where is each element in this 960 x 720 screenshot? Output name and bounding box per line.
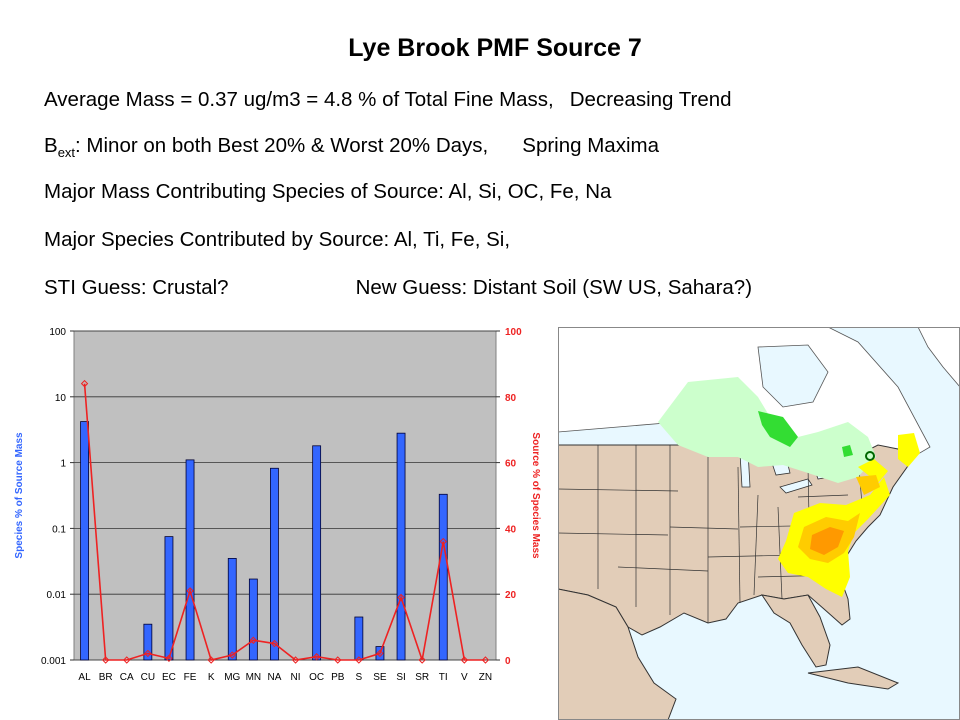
category-label: FE [184, 672, 197, 683]
category-label: SE [373, 672, 387, 683]
category-label: S [356, 672, 363, 683]
lake-erie [779, 478, 813, 494]
trend-text: Decreasing Trend [569, 88, 732, 111]
line-marker-pb [334, 656, 342, 664]
left-axis-tick-label: 100 [49, 327, 66, 338]
right-axis-tick-label: 40 [505, 524, 517, 535]
left-axis-tick-label: 0.1 [52, 524, 66, 535]
line-marker-ca [123, 656, 131, 664]
bext-text: : Minor on both Best 20% & Worst 20% Day… [75, 134, 489, 157]
category-label: K [208, 672, 215, 683]
category-label: MG [224, 672, 240, 683]
left-axis-tick-label: 0.001 [41, 656, 66, 667]
line-marker-se [376, 649, 384, 658]
bar-na [270, 467, 279, 661]
new-guess-text: New Guess: Distant Soil (SW US, Sahara?) [355, 276, 753, 299]
bar-ec [164, 536, 174, 661]
category-label: SR [415, 672, 429, 683]
line-marker-zn [481, 656, 490, 664]
line-marker-na [270, 639, 279, 648]
line-marker-al [80, 379, 89, 388]
line-marker-ti [439, 537, 447, 546]
bar-ti [438, 493, 448, 661]
category-label: AL [78, 672, 91, 683]
left-axis-tick-label: 0.01 [47, 590, 67, 601]
cuba [807, 666, 900, 690]
northern-coast [917, 327, 960, 388]
right-axis-tick-label: 100 [505, 327, 522, 338]
line-marker-sr [418, 656, 426, 664]
med-contour [758, 411, 798, 447]
right-axis-tick-label: 0 [505, 656, 511, 667]
category-label: BR [99, 672, 113, 683]
category-label: PB [331, 672, 345, 683]
bar-s [354, 616, 364, 661]
category-label: CA [120, 672, 134, 683]
bext-symbol: B [44, 134, 58, 157]
average-mass-line: Average Mass = 0.37 ug/m3 = 4.8 % of Tot… [44, 88, 732, 112]
bext-subscript: ext [57, 145, 76, 161]
mexico-land [558, 588, 677, 720]
average-mass-text: Average Mass = 0.37 ug/m3 = 4.8 % of Tot… [44, 88, 554, 111]
line-marker-mn [249, 636, 258, 644]
florida [760, 594, 831, 668]
hudson-bay [757, 344, 829, 408]
line-marker-si [397, 593, 405, 602]
bar-cu [143, 623, 153, 661]
bar-fe [185, 459, 195, 661]
line-marker-oc [312, 653, 321, 661]
category-label: NI [291, 672, 301, 683]
category-label: CU [141, 672, 155, 683]
line-marker-v [460, 656, 469, 664]
line-marker-s [355, 656, 363, 664]
source-region-map [558, 327, 960, 720]
sti-guess-text: STI Guess: Crustal? [44, 276, 229, 299]
med-contour-small [842, 445, 853, 457]
bar-oc [312, 445, 322, 661]
line-marker-ec [165, 654, 173, 663]
major-mass-species-line: Major Mass Contributing Species of Sourc… [44, 180, 612, 203]
line-marker-cu [144, 649, 152, 658]
guess-line: STI Guess: Crustal? New Guess: Distant So… [44, 276, 752, 300]
category-label: TI [439, 672, 448, 683]
high-contour-ne [858, 459, 888, 483]
slide-title: Lye Brook PMF Source 7 [348, 34, 642, 62]
highest-contour [810, 527, 844, 555]
category-label: MN [246, 672, 262, 683]
seasonal-text: Spring Maxima [522, 134, 659, 157]
line-marker-k [207, 656, 215, 664]
line-marker-br [101, 656, 110, 664]
category-label: ZN [479, 672, 492, 683]
line-marker-ni [291, 656, 300, 664]
right-axis-tick-label: 80 [505, 393, 517, 404]
category-label: OC [309, 672, 324, 683]
category-label: NA [267, 672, 281, 683]
category-label: V [461, 672, 468, 683]
right-axis-title: Source % of Species Mass [530, 432, 541, 559]
right-axis-tick-label: 60 [505, 459, 517, 470]
plot-area [73, 330, 497, 661]
higher-contour-ne [856, 475, 880, 495]
left-axis-title: Species % of Source Mass [14, 432, 25, 559]
left-axis-tick-label: 1 [60, 459, 66, 470]
bext-line: Bext: Minor on both Best 20% & Worst 20%… [44, 134, 659, 160]
site-marker-icon [865, 451, 875, 461]
category-label: EC [162, 672, 176, 683]
source-profile-chart: 0.001 0.01 0.1 1 10 100 0 20 40 60 80 100 AL BR CA CU EC… [14, 327, 541, 683]
bar-si [396, 432, 406, 661]
line-marker-fe [186, 587, 194, 595]
bar-mn [248, 578, 258, 661]
left-axis-tick-label: 10 [55, 393, 67, 404]
major-species-line: Major Species Contributed by Source: Al,… [44, 228, 511, 251]
right-axis-tick-label: 20 [505, 590, 517, 601]
source-percent-line [83, 383, 486, 661]
line-marker-mg [228, 651, 236, 659]
category-label: SI [396, 672, 405, 683]
bar-al [80, 421, 89, 661]
bar-mg [227, 558, 237, 661]
high-contour-east [898, 433, 920, 467]
